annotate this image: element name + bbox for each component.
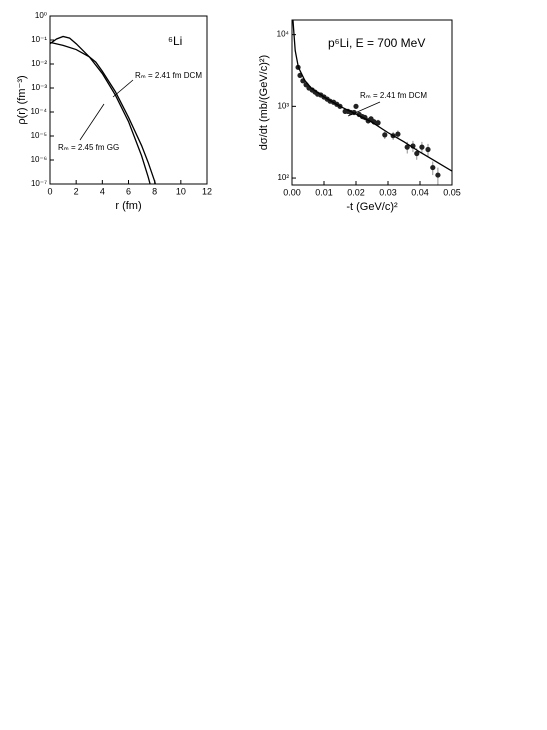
annotation-arrow <box>347 101 381 117</box>
x-tick-label: 0.02 <box>347 187 365 197</box>
annotation: Rₘ = 2.41 fm DCM <box>360 91 427 100</box>
annotation: Rₘ = 2.45 fm GG <box>58 143 119 152</box>
data-point <box>425 146 431 153</box>
x-tick-label: 0.01 <box>315 187 333 197</box>
plot-area <box>292 20 452 185</box>
annotation: ⁶Li <box>168 34 182 48</box>
x-axis-label: r (fm) <box>115 200 141 212</box>
y-axis-label: dσ/dt (mb/(GeV/c)²) <box>258 55 270 150</box>
data-point <box>382 132 388 138</box>
x-tick-label: 0.00 <box>283 187 301 197</box>
x-tick-label: 8 <box>152 186 157 196</box>
y-tick-label: 10⁻³ <box>31 83 47 92</box>
y-tick-label: 10³ <box>277 101 289 110</box>
x-axis-label: -t (GeV/c)² <box>346 201 398 213</box>
curve <box>50 41 157 184</box>
x-tick-label: 2 <box>74 186 79 196</box>
x-tick-label: 0.04 <box>411 187 429 197</box>
y-tick-label: 10⁻² <box>31 59 47 68</box>
y-tick-label: 10⁰ <box>35 11 47 20</box>
annotation: p⁶Li, E = 700 MeV <box>328 36 425 50</box>
x-tick-label: 12 <box>202 186 212 196</box>
x-tick-label: 6 <box>126 186 131 196</box>
data-point <box>395 131 401 137</box>
y-tick-label: 10⁻⁴ <box>30 107 47 116</box>
annotation: Rₘ = 2.41 fm DCM <box>135 71 202 80</box>
x-tick-label: 10 <box>176 186 186 196</box>
data-point <box>404 144 410 150</box>
annotation-arrow <box>79 103 105 141</box>
y-tick-label: 10⁻⁵ <box>31 131 47 140</box>
y-tick-label: 10² <box>277 173 289 182</box>
data-point <box>435 172 441 178</box>
frame <box>291 19 453 186</box>
x-tick-label: 0.03 <box>379 187 397 197</box>
x-tick-label: 0 <box>47 186 52 196</box>
curve <box>50 35 151 184</box>
y-tick-label: 10⁻¹ <box>31 35 47 44</box>
data-point <box>375 120 381 126</box>
y-tick-label: 10⁻⁶ <box>31 155 47 164</box>
data-point <box>353 103 359 109</box>
y-axis-label: ρ(r) (fm⁻³) <box>16 75 28 124</box>
curve <box>292 20 452 172</box>
data-point <box>419 144 425 150</box>
x-tick-label: 4 <box>100 186 105 196</box>
y-tick-label: 10⁻⁷ <box>31 179 47 188</box>
annotation-arrow <box>112 79 134 98</box>
data-point <box>414 150 420 157</box>
data-point <box>430 164 436 171</box>
y-tick-label: 10⁴ <box>277 30 290 39</box>
plot-area <box>50 35 157 184</box>
x-tick-label: 0.05 <box>443 187 461 197</box>
